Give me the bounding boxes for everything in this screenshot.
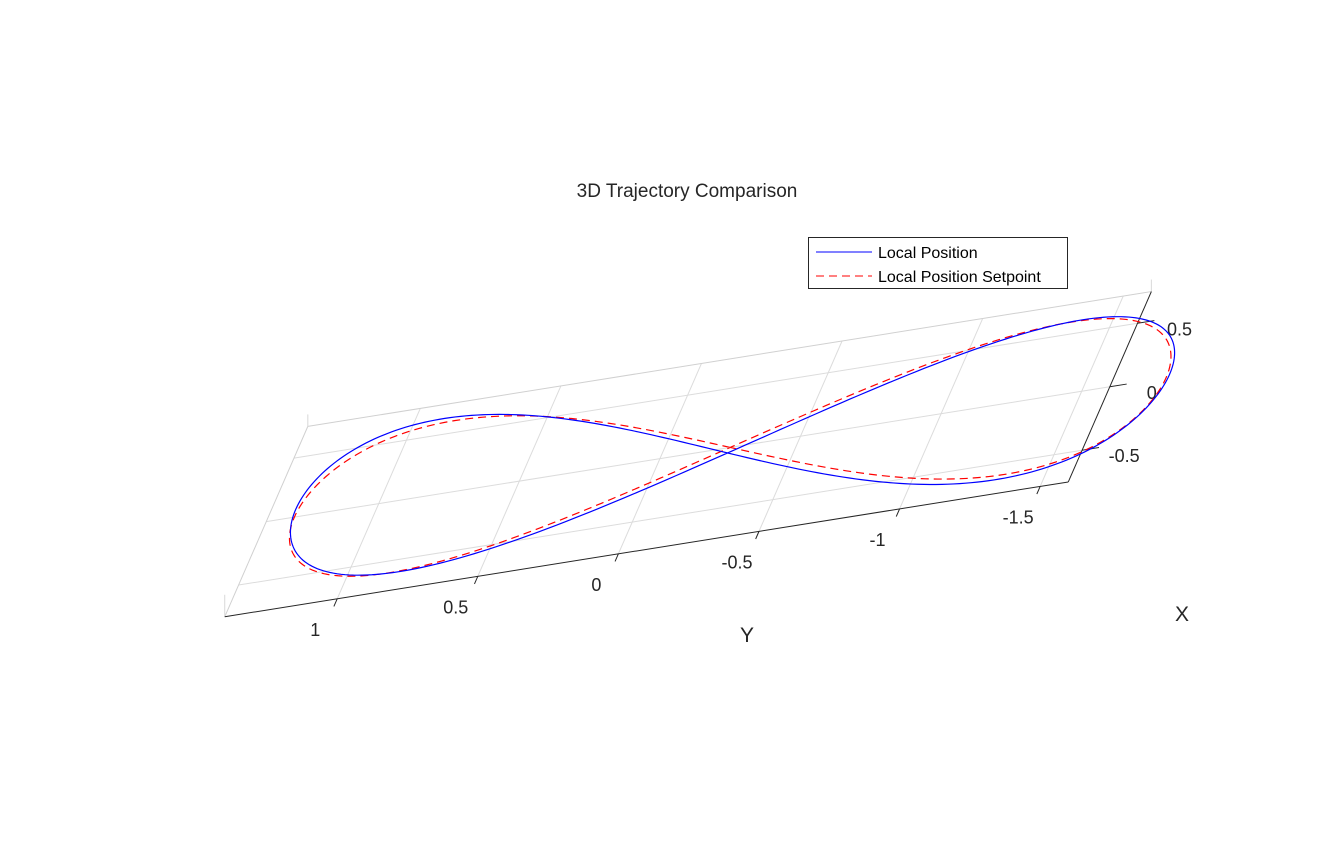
x-tick-label: 0.5 (1167, 319, 1192, 339)
series-layer (288, 316, 1176, 577)
y-tick-mark (755, 531, 760, 540)
legend-box (808, 237, 1068, 289)
x-tick-mark (1137, 320, 1155, 324)
x-tick-mark (1109, 383, 1127, 388)
y-tick-mark (474, 576, 479, 585)
y-tick-label: 0 (591, 575, 601, 595)
y-tick-label: 1 (310, 620, 320, 640)
legend-label-local-position-setpoint: Local Position Setpoint (878, 269, 1041, 286)
chart-title: 3D Trajectory Comparison (577, 181, 798, 202)
gridline-x (266, 386, 1110, 523)
y-tick-mark (1036, 486, 1041, 495)
y-tick-label: -1 (870, 530, 886, 550)
gridline-x (238, 449, 1083, 586)
series-local-position (289, 316, 1176, 576)
y-tick-mark (333, 598, 338, 607)
y-tick-label: -0.5 (721, 552, 752, 572)
x-tick-label: 0 (1147, 383, 1157, 403)
legend: Local Position Local Position Setpoint (808, 237, 1068, 289)
x-tick-label: -0.5 (1109, 446, 1140, 466)
plane-edge (307, 291, 1152, 427)
y-tick-label: 0.5 (443, 597, 468, 617)
x-axis-label: X (1175, 603, 1189, 626)
y-tick-mark (895, 508, 901, 517)
plane-edge (224, 426, 309, 617)
grid-layer (224, 279, 1152, 617)
y-axis-line (224, 481, 1069, 618)
gridline-x (293, 322, 1138, 459)
y-tick-label: -1.5 (1003, 507, 1034, 527)
legend-label-local-position: Local Position (878, 245, 978, 262)
axes-layer: 1 0.5 0 -0.5 -1 -1.5 0.5 0 -0.5 (224, 291, 1192, 640)
series-local-position-setpoint (288, 317, 1172, 577)
y-axis-label: Y (740, 624, 754, 647)
y-tick-mark (614, 553, 619, 562)
